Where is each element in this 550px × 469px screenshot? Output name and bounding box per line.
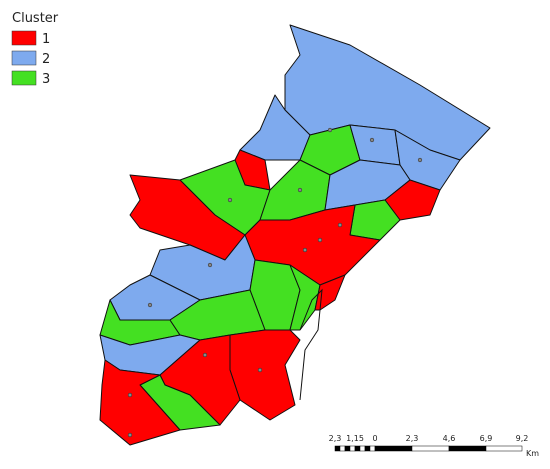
- legend: Cluster 1 2 3: [11, 11, 59, 87]
- centroid: [417, 157, 423, 163]
- scale-label: 2,3: [329, 434, 342, 443]
- scale-label: 9,2: [516, 434, 529, 443]
- scale-segment: [349, 445, 356, 452]
- centroid: [327, 127, 333, 133]
- scale-segment: [334, 445, 341, 452]
- legend-label: 2: [42, 52, 50, 67]
- scale-label: 4,6: [443, 434, 456, 443]
- centroid: [337, 222, 343, 228]
- cell: [384, 179, 441, 221]
- cell: [99, 359, 181, 446]
- scale-label: 2,3: [406, 434, 419, 443]
- harbor-line: [299, 288, 323, 401]
- scale-segment: [448, 445, 487, 452]
- scale-label: 0: [372, 434, 377, 443]
- centroid: [369, 137, 375, 143]
- centroid: [202, 352, 208, 358]
- centroid: [257, 367, 263, 373]
- scale-segment: [411, 445, 450, 452]
- scale-segment: [364, 445, 371, 452]
- centroid: [317, 237, 323, 243]
- centroid: [147, 302, 153, 308]
- cell: [239, 94, 311, 161]
- centroid: [297, 187, 303, 193]
- legend-swatch: [11, 30, 37, 46]
- legend-title: Cluster: [12, 11, 59, 26]
- centroids: [127, 127, 423, 438]
- scale-segment: [374, 445, 413, 452]
- voronoi-cells: [99, 24, 491, 446]
- cell: [314, 274, 346, 311]
- scale-unit: Km: [526, 449, 539, 458]
- scale-segment: [339, 445, 346, 452]
- centroid: [127, 392, 133, 398]
- legend-swatch: [11, 50, 37, 66]
- legend-label: 1: [42, 32, 50, 47]
- legend-swatch: [11, 70, 37, 86]
- centroid: [227, 197, 233, 203]
- cell: [229, 329, 301, 421]
- centroid: [302, 247, 308, 253]
- legend-label: 3: [42, 72, 50, 87]
- scale-segment: [344, 445, 351, 452]
- centroid: [127, 432, 133, 438]
- centroid: [207, 262, 213, 268]
- legend-items: 1 2 3: [11, 30, 50, 87]
- scale-label: 6,9: [480, 434, 493, 443]
- scale-label: 1,15: [346, 434, 364, 443]
- scale-segment: [369, 445, 376, 452]
- scale-bar: Km 2,3 1,15 0 2,3 4,6 6,9 9,2: [329, 434, 540, 458]
- scale-segment: [359, 445, 366, 452]
- scale-segment: [485, 445, 523, 452]
- scale-segment: [354, 445, 361, 452]
